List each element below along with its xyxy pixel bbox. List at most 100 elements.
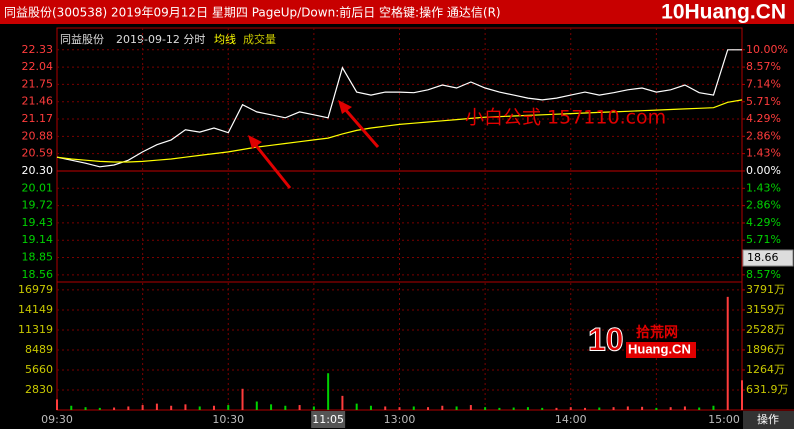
y-tick-label: 22.04 (22, 60, 54, 73)
logo-band (626, 342, 696, 358)
y-tick-label: 8489 (25, 343, 53, 356)
y-tick-label: 18.85 (22, 251, 54, 264)
y2-tick-label: 1896万 (746, 343, 785, 356)
cursor-price-box (742, 249, 794, 267)
volume-bar (284, 405, 287, 410)
y2-tick-label: 2.86% (746, 199, 781, 212)
volume-bar (626, 406, 629, 410)
y-tick-label: 20.59 (22, 147, 54, 160)
y2-tick-label: 2528万 (746, 323, 785, 336)
y-tick-label: 20.88 (22, 129, 54, 142)
volume-bar (327, 373, 330, 410)
volume-bar (498, 407, 501, 410)
x-tick-label: 13:00 (384, 413, 416, 426)
overlay-text: 小白公式 157110.com (465, 107, 666, 129)
legend-volume: 成交量 (243, 32, 276, 46)
y-tick-label: 19.43 (22, 216, 54, 229)
y2-tick-label: 3791万 (746, 283, 785, 296)
y2-tick-label: 10.00% (746, 43, 788, 56)
y2-tick-label: 5.71% (746, 233, 781, 246)
volume-bar (84, 407, 87, 410)
volume-bar (555, 407, 558, 410)
button-box[interactable] (743, 411, 794, 429)
volume-bar (312, 406, 315, 410)
y-tick-label: 22.33 (22, 43, 54, 56)
y-tick-label: 19.14 (22, 233, 54, 246)
volume-bar (127, 406, 130, 410)
button-label[interactable]: 操作 (757, 412, 779, 426)
volume-bar (741, 380, 743, 410)
volume-bar (384, 406, 387, 410)
y-tick-label: 20.01 (22, 181, 54, 194)
cursor-price: 18.66 (747, 251, 779, 264)
volume-bar (441, 405, 444, 410)
volume-bar (526, 407, 529, 410)
logo: 10 拾荒网 Huang.CN (588, 321, 696, 358)
volume-bar (227, 405, 230, 410)
y-tick-label: 21.17 (22, 112, 54, 125)
x-tick-label: 14:00 (555, 413, 587, 426)
y-tick-label: 2830 (25, 383, 53, 396)
volume-bar (212, 405, 215, 410)
legend-date: 2019-09-12 分时 (116, 33, 205, 46)
x-tick-label: 15:00 (708, 413, 740, 426)
volume-bar (184, 404, 187, 410)
legend-stock: 同益股份 (60, 32, 104, 46)
volume-bar (641, 406, 644, 410)
x-tick-label: 09:30 (41, 413, 73, 426)
volume-bar (98, 407, 101, 410)
volume-bar (341, 395, 344, 410)
volume-bar (255, 401, 258, 410)
y2-tick-label: 1264万 (746, 363, 785, 376)
volume-bar (655, 407, 658, 410)
volume-bar (598, 407, 601, 410)
arrow-head (338, 100, 352, 114)
series-line (56, 49, 742, 168)
volume-bar (469, 405, 472, 410)
volume-bar (726, 296, 729, 410)
volume-bar (683, 406, 686, 410)
volume-bar (512, 407, 515, 410)
y2-tick-label: 7.14% (746, 77, 781, 90)
y-tick-label: 21.75 (22, 77, 54, 90)
y-tick-label: 14149 (18, 303, 53, 316)
y-tick-label: 11319 (18, 323, 53, 336)
volume-bar (398, 407, 401, 410)
plot: 09:30 10:30 13:00 14:00 15:00 22.33 22.04 21.75… (18, 28, 789, 428)
y-tick-label: 16979 (18, 283, 53, 296)
volume-bar (70, 405, 73, 410)
y-tick-label: 19.72 (22, 199, 54, 212)
y2-tick-label: 0.00% (746, 164, 781, 177)
arrows (248, 100, 380, 189)
y-tick-label: 21.46 (22, 95, 54, 108)
title-bar (0, 0, 794, 24)
y2-tick-label: 2.86% (746, 129, 781, 142)
volume-bar (412, 406, 415, 410)
cursor-time-box (311, 411, 346, 428)
volume-bar (241, 388, 244, 410)
y2-tick-label: 1.43% (746, 181, 781, 194)
legend-average: 均线 (214, 32, 236, 46)
window-title: 同益股份(300538) 2019年09月12日 星期四 PageUp/Down… (4, 5, 501, 20)
volume-bar (355, 403, 358, 410)
volume-bar (56, 399, 58, 410)
volume-bar (369, 405, 372, 410)
volume-bar (669, 407, 672, 410)
y-tick-label: 5660 (25, 363, 53, 376)
volume-bar (198, 406, 201, 410)
cursor-time: 11:05 (312, 413, 344, 426)
arrow-head (248, 135, 262, 149)
volume-bar (484, 407, 487, 410)
logo-main: 10 (588, 321, 624, 357)
y2-tick-label: 5.71% (746, 95, 781, 108)
volume-bar (141, 405, 144, 410)
logo-bottom: Huang.CN (628, 341, 691, 356)
watermark: 10Huang.CN (661, 1, 786, 24)
volume-bar (170, 405, 173, 410)
volume-bar (155, 403, 158, 410)
y2-tick-label: 4.29% (746, 216, 781, 229)
volume-bar (298, 405, 301, 410)
